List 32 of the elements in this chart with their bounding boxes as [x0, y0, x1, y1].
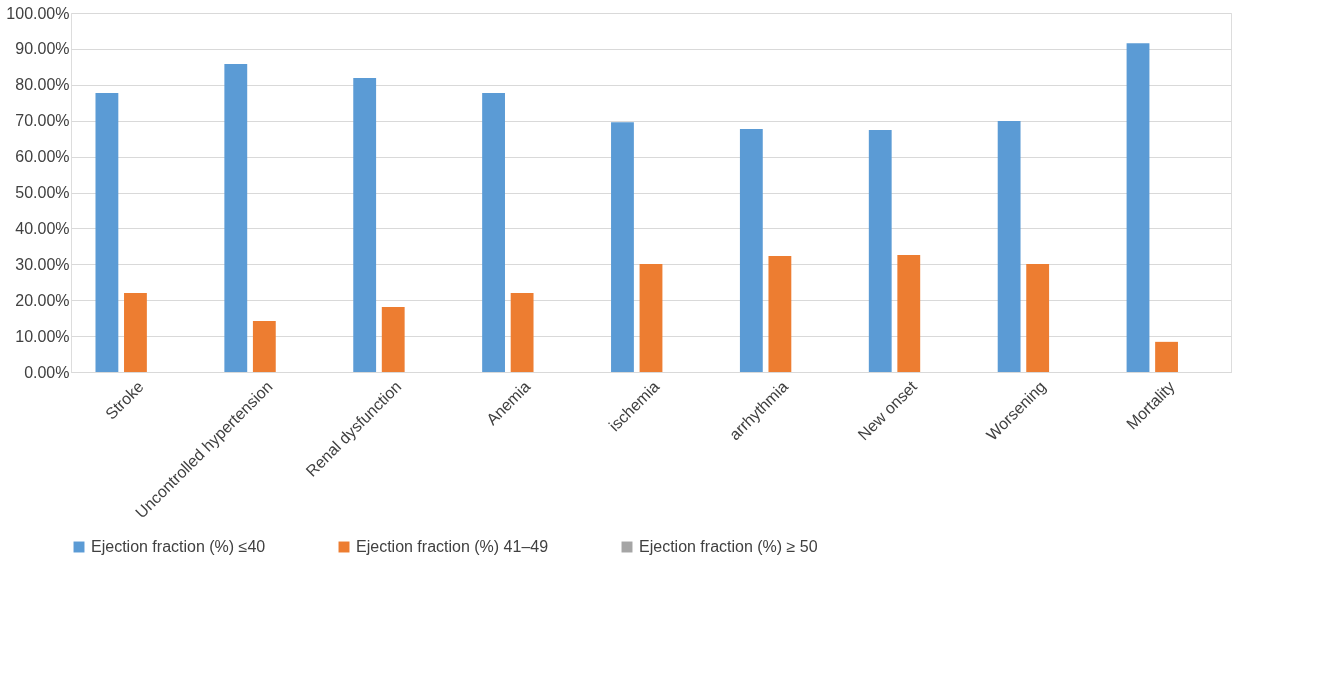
- bar: [1026, 263, 1050, 372]
- bar: [353, 77, 377, 372]
- bar: [95, 93, 119, 372]
- y-tick-label: 70.00%: [15, 112, 70, 130]
- y-tick-label: 100.00%: [6, 4, 70, 22]
- bar: [897, 254, 921, 372]
- bar: [1126, 43, 1150, 372]
- legend-label: Ejection fraction (%) 41–49: [356, 538, 549, 555]
- bar: [224, 63, 248, 372]
- y-tick-label: 30.00%: [15, 255, 70, 273]
- bar: [381, 307, 405, 372]
- bar: [124, 293, 147, 372]
- bar: [510, 293, 534, 372]
- bar: [639, 263, 663, 372]
- legend-label: Ejection fraction (%) ≥ 50: [639, 538, 818, 555]
- bar: [739, 128, 763, 372]
- y-tick-label: 80.00%: [15, 76, 70, 94]
- bar: [252, 321, 276, 372]
- y-tick-label: 0.00%: [24, 363, 70, 381]
- y-tick-label: 60.00%: [15, 148, 70, 166]
- bar: [1155, 341, 1178, 372]
- bar: [768, 256, 792, 372]
- y-tick-label: 20.00%: [15, 291, 70, 309]
- bar: [868, 130, 892, 372]
- legend-label: Ejection fraction (%) ≤40: [91, 538, 266, 555]
- y-tick-label: 10.00%: [15, 327, 70, 345]
- bar: [482, 93, 505, 372]
- y-tick-label: 90.00%: [15, 40, 70, 58]
- y-tick-label: 40.00%: [15, 219, 70, 237]
- y-tick-label: 50.00%: [15, 184, 70, 201]
- bar: [997, 121, 1021, 372]
- bar: [611, 122, 634, 372]
